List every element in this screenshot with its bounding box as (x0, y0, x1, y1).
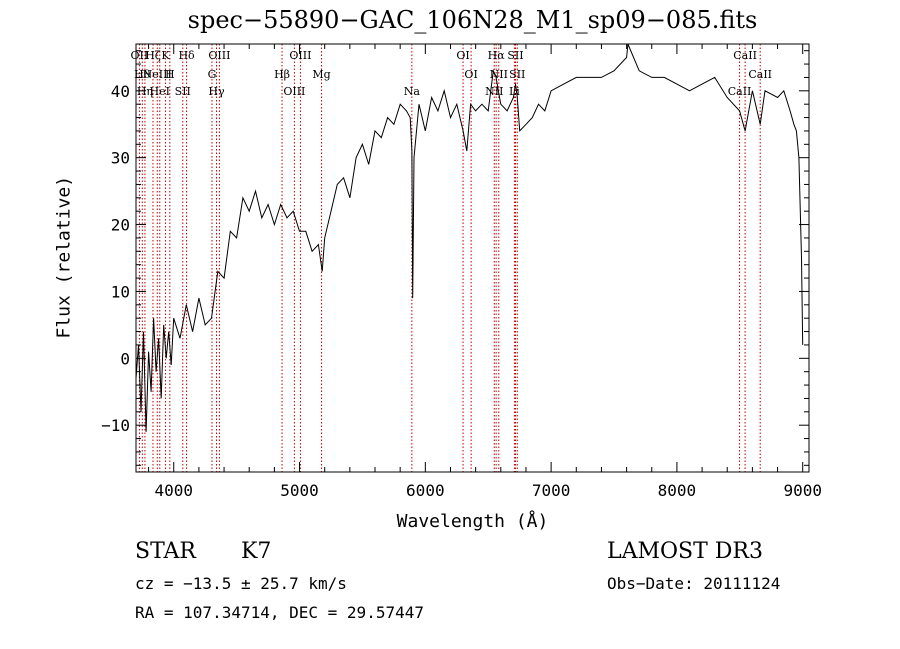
observation-date: Obs−Date: 20111124 (607, 574, 781, 593)
line-marker-label: Mg (312, 68, 330, 81)
y-tick-label: −10 (101, 416, 130, 435)
x-tick-label: 4000 (154, 481, 193, 500)
survey-name: LAMOST DR3 (607, 539, 763, 564)
x-tick-label: 7000 (532, 481, 571, 500)
line-marker-label: Hα (488, 49, 506, 62)
line-marker-label: OII (131, 49, 149, 62)
line-marker-labels: OIIHθHηHζNeIIIHeIKHSIIHδGHγOIIIHβOIIIOII… (131, 49, 772, 98)
spectrum-line (135, 43, 804, 432)
y-tick-label: 30 (111, 149, 130, 168)
y-tick-label: 10 (111, 282, 130, 301)
line-marker-label: Hδ (178, 49, 195, 62)
y-tick-label: 0 (120, 349, 130, 368)
line-marker-label: Na (404, 85, 421, 98)
line-marker-label: OIII (289, 49, 311, 62)
chart-title: spec−55890−GAC_106N28_M1_sp09−085.fits (187, 6, 758, 34)
line-marker-label: Hγ (208, 85, 225, 98)
y-ticks: −10 0 10 20 30 40 (101, 50, 809, 466)
line-marker-label: OI (456, 49, 469, 62)
y-tick-label: 20 (111, 216, 130, 235)
line-marker-label: Hβ (274, 68, 290, 81)
coordinates: RA = 107.34714, DEC = 29.57447 (135, 603, 424, 622)
x-ticks: 4000 5000 6000 7000 8000 9000 (148, 44, 822, 500)
x-tick-label: 6000 (406, 481, 445, 500)
line-marker-label: Hη (137, 85, 153, 98)
object-subclass: K7 (241, 539, 272, 564)
line-marker-label: Hζ (145, 49, 161, 62)
line-marker-label: SII (507, 49, 523, 62)
line-marker-label: NII (485, 85, 503, 98)
line-marker-label: G (208, 68, 217, 81)
line-marker-label: CaII (733, 49, 757, 62)
redshift-info: cz = −13.5 ± 25.7 km/s (135, 574, 347, 593)
x-tick-label: 5000 (280, 481, 319, 500)
line-marker-label: OI (464, 68, 477, 81)
y-axis-label: Flux (relative) (53, 175, 75, 339)
line-marker-label: HeI (150, 85, 170, 98)
line-marker-label: H (165, 68, 175, 81)
line-marker-label: NII (490, 68, 508, 81)
x-tick-label: 9000 (783, 481, 822, 500)
line-marker-label: OIII (283, 85, 305, 98)
line-marker-label: SII (175, 85, 191, 98)
line-marker-label: K (161, 49, 170, 62)
line-marker-label: NeIII (143, 68, 172, 81)
line-marker-label: OIII (208, 49, 230, 62)
line-marker-label: SII (509, 68, 525, 81)
x-axis-label: Wavelength (Å) (396, 511, 549, 532)
x-tick-label: 8000 (658, 481, 697, 500)
plot-frame (135, 43, 810, 473)
line-marker-label: CaII (748, 68, 772, 81)
line-markers (138, 44, 761, 472)
object-class: STAR (135, 539, 196, 564)
y-tick-label: 40 (111, 82, 130, 101)
line-marker-label: CaII (728, 85, 752, 98)
